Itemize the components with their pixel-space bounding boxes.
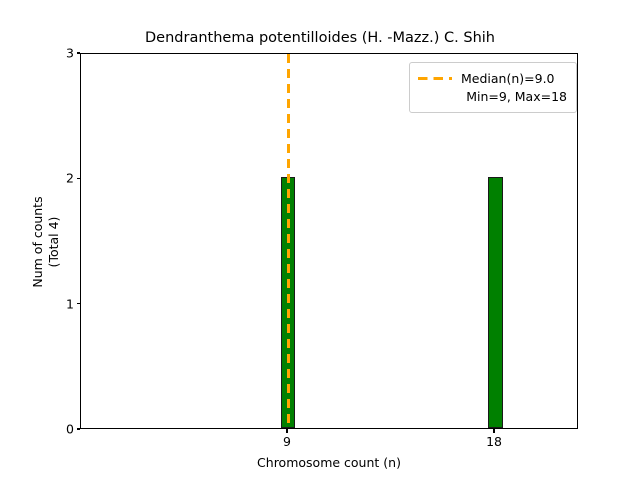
y-tick-mark xyxy=(76,52,80,54)
x-tick-mark xyxy=(286,429,288,433)
y-tick-mark xyxy=(76,177,80,179)
dashed-line-icon xyxy=(418,72,452,84)
y-tick-mark xyxy=(76,303,80,305)
y-axis-label: Num of counts (Total 4) xyxy=(30,92,62,392)
legend-entry-median: Median(n)=9.0 xyxy=(418,69,568,87)
median-layer xyxy=(81,54,577,428)
x-tick-label: 9 xyxy=(283,434,291,449)
chart-title: Dendranthema potentilloides (H. -Mazz.) … xyxy=(145,30,495,46)
y-tick-mark xyxy=(76,428,80,430)
x-axis-label: Chromosome count (n) xyxy=(257,455,401,470)
legend-label-median: Median(n)=9.0 xyxy=(461,70,555,86)
legend-entry-minmax: Min=9, Max=18 xyxy=(418,87,568,105)
y-tick-label: 3 xyxy=(66,45,74,61)
plot-area xyxy=(80,53,578,429)
y-tick-label: 0 xyxy=(66,421,74,437)
legend-box: Median(n)=9.0 Min=9, Max=18 xyxy=(409,62,577,113)
x-tick-label: 18 xyxy=(486,434,502,449)
median-line-marker xyxy=(286,54,290,428)
x-tick-mark xyxy=(493,429,495,433)
y-axis-label-line1: Num of counts xyxy=(30,196,45,288)
bar xyxy=(487,177,503,428)
y-tick-label: 1 xyxy=(66,296,74,312)
y-axis-label-line2: (Total 4) xyxy=(46,216,61,268)
y-tick-label: 2 xyxy=(66,170,74,186)
legend-label-minmax: Min=9, Max=18 xyxy=(466,88,567,104)
